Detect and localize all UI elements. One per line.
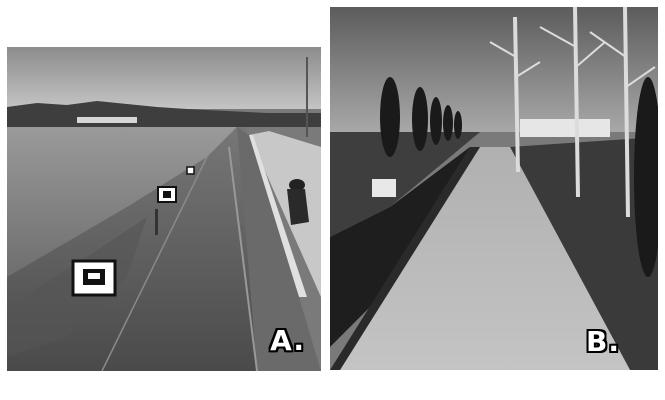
marker-sign-far	[186, 166, 195, 175]
track-line	[228, 146, 258, 371]
light-pole	[306, 57, 308, 137]
curb	[247, 135, 307, 297]
panel-b-render: B.	[330, 7, 658, 370]
panel-a-photo: A.	[7, 47, 321, 371]
marker-sign-near	[71, 259, 117, 297]
marker-sign-near-inner	[88, 273, 100, 279]
gravel-ground	[510, 137, 658, 370]
marker-sign-mid-glyph	[163, 191, 171, 198]
cypress-row	[380, 77, 462, 157]
photo-scene-a	[7, 47, 321, 371]
track-line-2	[101, 156, 208, 371]
barrier	[372, 179, 396, 197]
walkway-edge	[330, 147, 480, 370]
sky	[7, 47, 321, 109]
sidewalk	[249, 131, 321, 297]
walkway	[340, 147, 630, 370]
water	[330, 132, 480, 237]
water-field	[7, 127, 237, 277]
marker-post	[155, 209, 158, 235]
sky	[330, 7, 658, 132]
distant-buildings	[77, 117, 137, 123]
panel-label-a: A.	[270, 324, 305, 357]
bare-trees	[513, 7, 630, 218]
panel-label-b: B.	[586, 325, 620, 358]
distant-building	[520, 119, 610, 137]
render-scene-b	[330, 7, 658, 370]
person-body	[287, 189, 309, 225]
foreground-tree	[634, 77, 658, 277]
grass-strip	[237, 127, 321, 371]
person-head	[289, 179, 305, 191]
bare-branches	[489, 26, 656, 88]
